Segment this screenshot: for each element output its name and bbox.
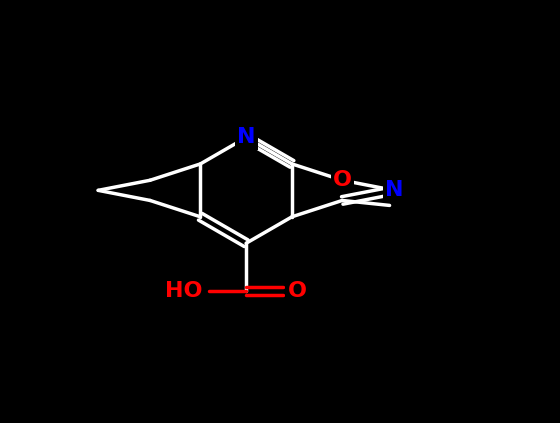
- Text: O: O: [333, 170, 352, 190]
- Text: HO: HO: [165, 281, 203, 301]
- Text: N: N: [237, 127, 255, 148]
- Text: O: O: [287, 281, 306, 301]
- Text: N: N: [385, 180, 403, 201]
